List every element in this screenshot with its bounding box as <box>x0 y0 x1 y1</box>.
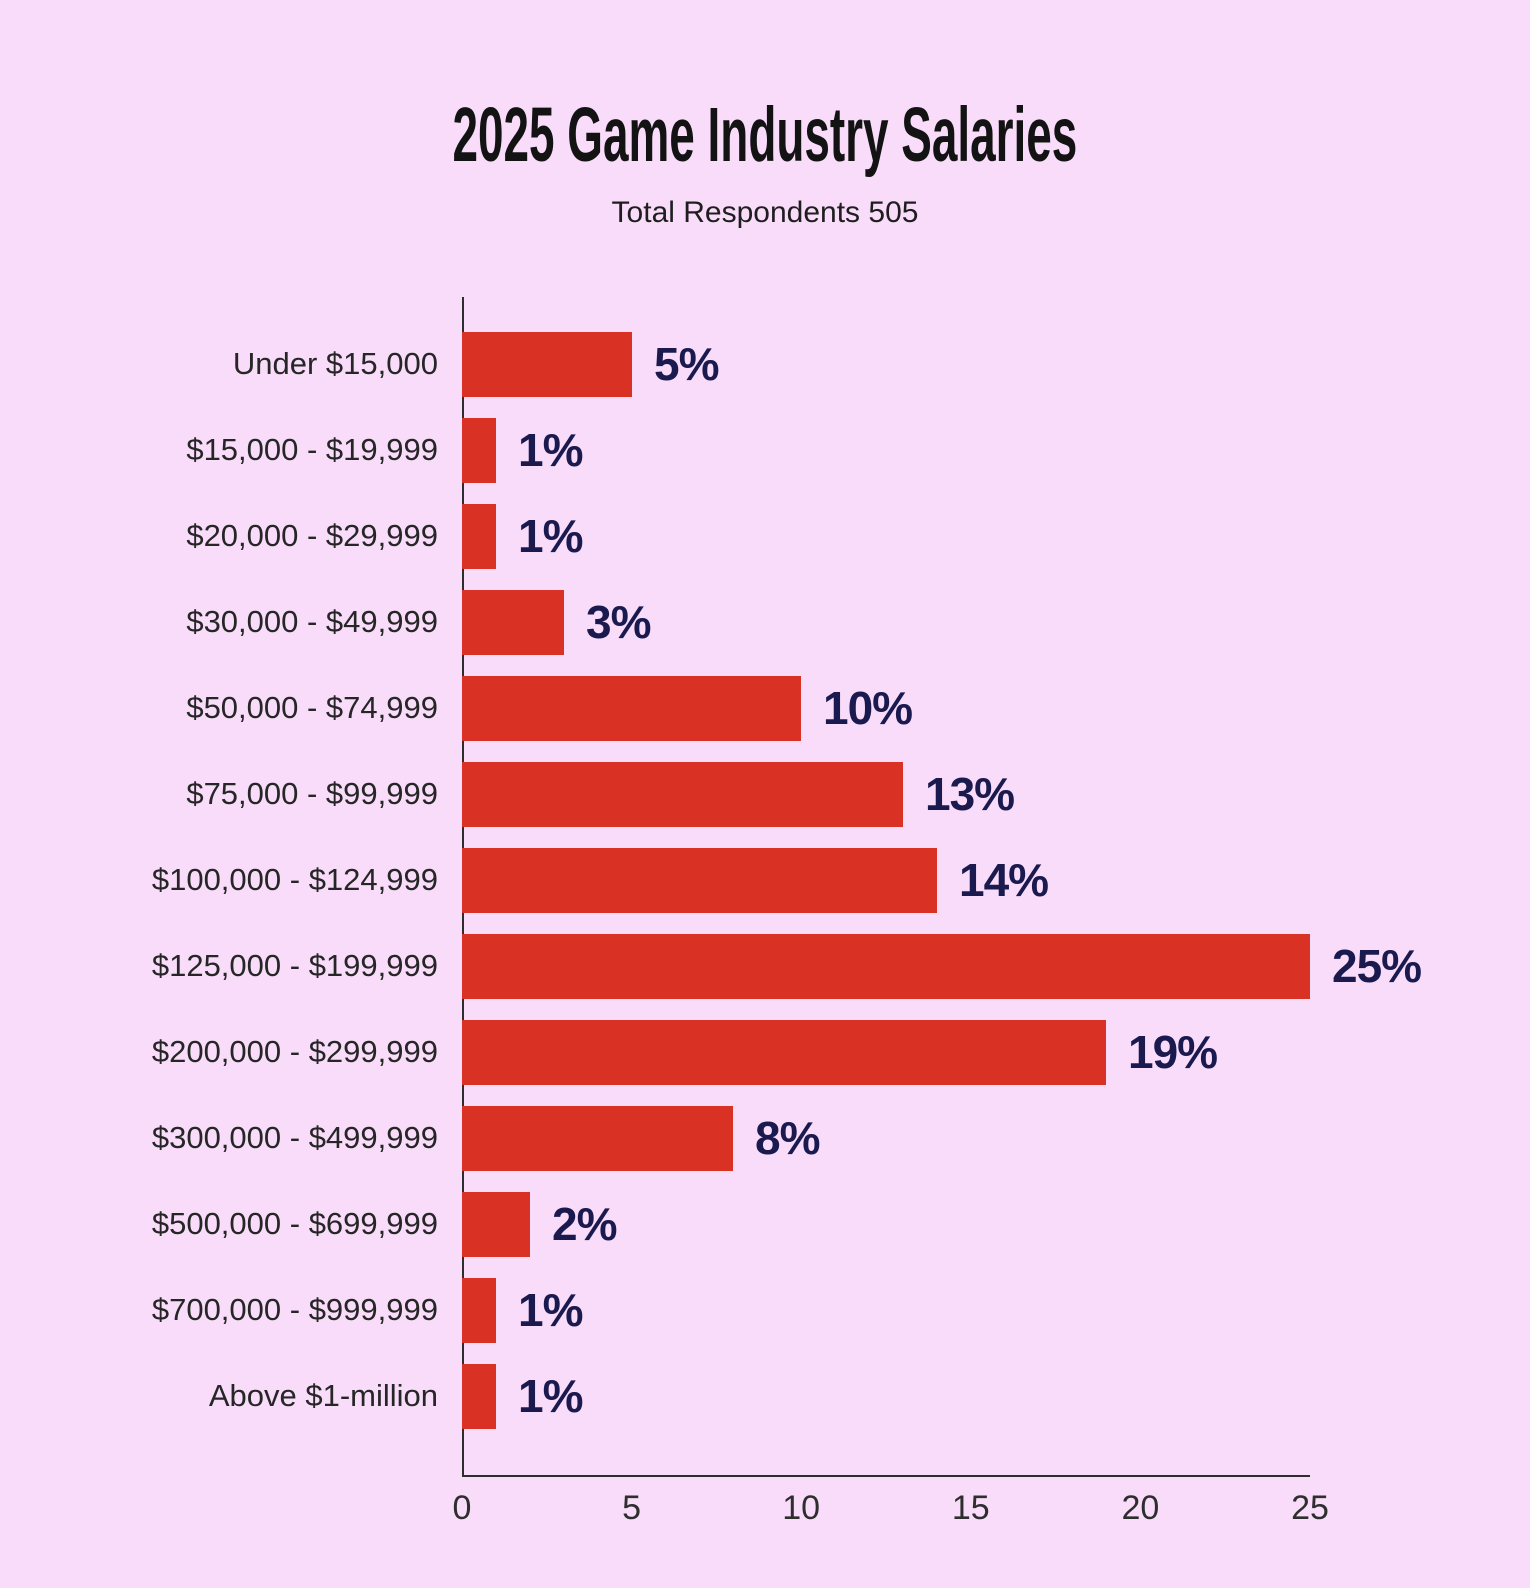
bar-row: $200,000 - $299,999 19% <box>0 1009 1530 1095</box>
bar-row: Under $15,000 5% <box>0 321 1530 407</box>
bar-row: $125,000 - $199,999 25% <box>0 923 1530 1009</box>
x-tick-label: 10 <box>782 1489 821 1527</box>
bar <box>462 1363 496 1429</box>
category-label: $500,000 - $699,999 <box>151 1206 438 1241</box>
category-label: Under $15,000 <box>232 346 438 381</box>
value-label: 25% <box>1332 940 1422 992</box>
category-label: $100,000 - $124,999 <box>151 862 438 897</box>
value-label: 19% <box>1128 1026 1218 1078</box>
chart-title-text: 2025 Game Industry Salaries <box>452 91 1078 178</box>
category-label: $300,000 - $499,999 <box>151 1120 438 1155</box>
category-label: $50,000 - $74,999 <box>186 690 438 725</box>
bar-row: $20,000 - $29,999 1% <box>0 493 1530 579</box>
bar <box>462 1105 733 1171</box>
bar-row: $30,000 - $49,999 3% <box>0 579 1530 665</box>
value-label: 14% <box>959 854 1049 906</box>
category-label: Above $1-million <box>208 1378 438 1413</box>
x-tick-label: 25 <box>1291 1489 1329 1527</box>
category-label: $700,000 - $999,999 <box>151 1292 438 1327</box>
category-label: $30,000 - $49,999 <box>186 604 438 639</box>
bar <box>462 331 632 397</box>
bar <box>462 1019 1106 1085</box>
value-label: 5% <box>654 338 719 390</box>
bar-row: $700,000 - $999,999 1% <box>0 1267 1530 1353</box>
value-label: 1% <box>518 1370 583 1422</box>
bar-row: $500,000 - $699,999 2% <box>0 1181 1530 1267</box>
x-tick-label: 5 <box>622 1489 642 1527</box>
x-tick-label: 0 <box>452 1489 472 1527</box>
category-label: $200,000 - $299,999 <box>151 1034 438 1069</box>
bar-row: $75,000 - $99,999 13% <box>0 751 1530 837</box>
category-label: $75,000 - $99,999 <box>186 776 438 811</box>
bar <box>462 675 801 741</box>
bar <box>462 933 1310 999</box>
bar <box>462 847 937 913</box>
bar <box>462 503 496 569</box>
category-label: $125,000 - $199,999 <box>151 948 438 983</box>
bar <box>462 1191 530 1257</box>
bar-row: Above $1-million 1% <box>0 1353 1530 1439</box>
x-axis-line <box>462 1475 1310 1477</box>
value-label: 1% <box>518 1284 583 1336</box>
value-label: 3% <box>586 596 651 648</box>
bar <box>462 1277 496 1343</box>
value-label: 2% <box>552 1198 617 1250</box>
chart-subtitle: Total Respondents 505 <box>611 196 919 229</box>
x-tick-label: 15 <box>951 1489 990 1527</box>
bar <box>462 417 496 483</box>
value-label: 1% <box>518 424 583 476</box>
bar-row: $300,000 - $499,999 8% <box>0 1095 1530 1181</box>
x-tick-label: 20 <box>1121 1489 1160 1527</box>
chart-title: 2025 Game Industry Salaries <box>0 91 1530 178</box>
bar <box>462 761 903 827</box>
value-label: 8% <box>755 1112 820 1164</box>
bar-chart: Under $15,000 5% $15,000 - $19,999 1% $20,00… <box>0 297 1530 1537</box>
value-label: 1% <box>518 510 583 562</box>
bar-row: $15,000 - $19,999 1% <box>0 407 1530 493</box>
value-label: 13% <box>925 768 1015 820</box>
bar <box>462 589 564 655</box>
value-label: 10% <box>823 682 913 734</box>
category-label: $15,000 - $19,999 <box>186 432 438 467</box>
bar-rows: Under $15,000 5% $15,000 - $19,999 1% $20,00… <box>0 321 1530 1439</box>
category-label: $20,000 - $29,999 <box>186 518 438 553</box>
bar-row: $50,000 - $74,999 10% <box>0 665 1530 751</box>
bar-row: $100,000 - $124,999 14% <box>0 837 1530 923</box>
